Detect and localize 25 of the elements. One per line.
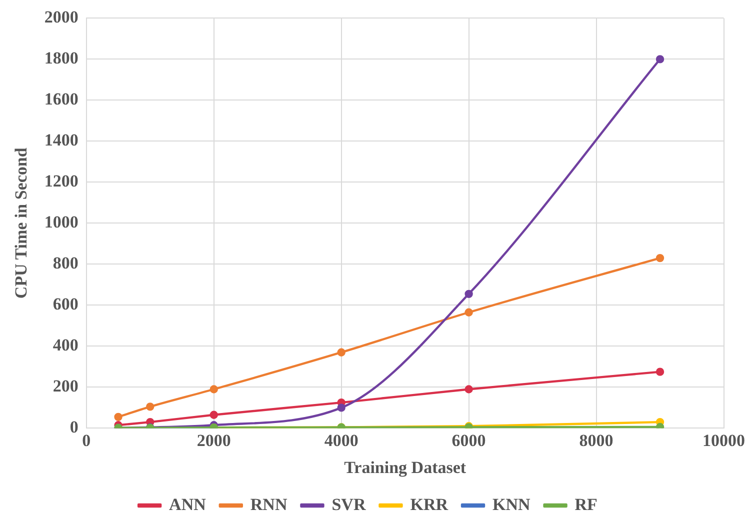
y-tick-label: 1000 [44, 212, 78, 232]
y-tick-label: 1800 [44, 48, 78, 68]
legend-label: KNN [492, 494, 532, 514]
y-tick-label: 400 [52, 336, 78, 355]
y-tick-label: 1200 [44, 172, 78, 191]
y-tick-label: 200 [52, 376, 78, 396]
y-tick-label: 800 [52, 254, 78, 273]
y-tick-label: 1600 [44, 90, 78, 109]
legend-label: RF [574, 494, 598, 514]
y-tick-label: 2000 [44, 8, 78, 27]
x-tick-label: 2000 [196, 430, 231, 450]
y-tick-label: 600 [52, 294, 78, 314]
legend-label: RNN [250, 494, 288, 514]
x-tick-label: 10000 [702, 430, 745, 450]
legend-label: SVR [332, 494, 366, 514]
legend-label: ANN [169, 494, 207, 514]
x-tick-label: 6000 [452, 430, 486, 450]
y-axis-title: CPU Time in Second [12, 147, 31, 299]
x-tick-label: 8000 [579, 430, 614, 450]
legend-label: KRR [410, 494, 449, 514]
x-axis-title: Training Dataset [344, 458, 466, 478]
x-tick-label: 0 [82, 430, 91, 450]
y-tick-label: 1400 [44, 130, 78, 150]
y-tick-label: 0 [70, 418, 78, 437]
x-tick-label: 4000 [324, 430, 358, 450]
